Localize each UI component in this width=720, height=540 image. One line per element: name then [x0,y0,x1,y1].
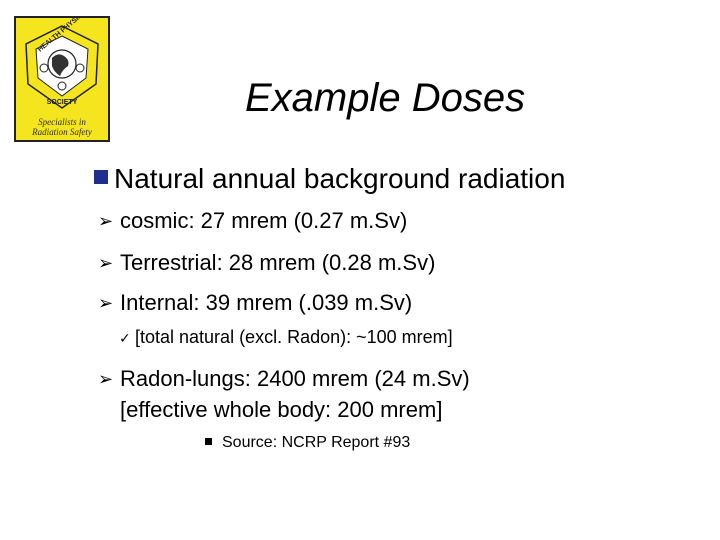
list-item-text: Terrestrial: 28 mrem (0.28 m.Sv) [120,250,436,275]
main-bullet-text: Natural annual background radiation [114,163,566,194]
square-bullet-icon [94,170,108,184]
list-item: ➢ cosmic: 27 mrem (0.27 m.Sv) [98,208,407,233]
list-item-text: cosmic: 27 mrem (0.27 m.Sv) [120,208,408,233]
sub-item: ✓ [total natural (excl. Radon): ~100 mrem… [119,327,453,348]
list-item: ➢ Terrestrial: 28 mrem (0.28 m.Sv) [98,250,435,275]
radon-line-2: [effective whole body: 200 mrem] [120,397,443,422]
source-note: Source: NCRP Report #93 [205,434,410,452]
health-physics-society-logo: HEALTH PHYSICS SOCIETY Specialists in Ra… [14,16,110,142]
main-bullet: Natural annual background radiation [94,163,565,195]
logo-tagline-1: Specialists in [38,117,86,127]
small-square-bullet-icon [205,438,212,445]
source-text: Source: NCRP Report #93 [222,434,411,451]
check-bullet-icon: ✓ [119,331,131,347]
list-item-radon: ➢ Radon-lungs: 2400 mrem (24 m.Sv) [98,366,470,391]
sub-item-text: [total natural (excl. Radon): ~100 mrem] [135,327,453,347]
logo-emblem: HEALTH PHYSICS SOCIETY [25,18,99,109]
logo-tagline-2: Radiation Safety [32,127,92,137]
arrow-bullet-icon: ➢ [98,211,114,232]
logo-text-bottom: SOCIETY [47,99,78,106]
arrow-bullet-icon: ➢ [98,253,114,274]
slide-title: Example Doses [245,76,526,120]
arrow-bullet-icon: ➢ [98,369,114,390]
list-item-text: Internal: 39 mrem (.039 m.Sv) [120,290,413,315]
arrow-bullet-icon: ➢ [98,293,114,314]
list-item: ➢ Internal: 39 mrem (.039 m.Sv) [98,290,412,315]
radon-line-1: Radon-lungs: 2400 mrem (24 m.Sv) [120,366,470,391]
